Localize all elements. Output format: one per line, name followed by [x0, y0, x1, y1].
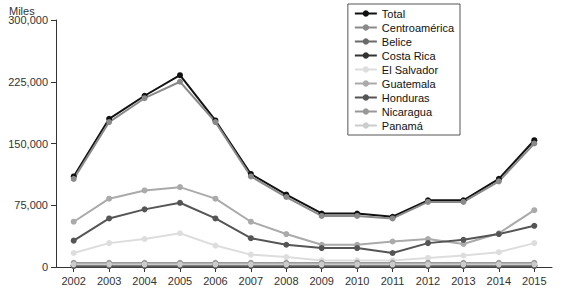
- svg-text:2011: 2011: [381, 275, 405, 287]
- svg-text:2013: 2013: [451, 275, 475, 287]
- svg-text:75,000: 75,000: [14, 199, 48, 211]
- svg-text:Honduras: Honduras: [382, 92, 430, 104]
- svg-text:2012: 2012: [416, 275, 440, 287]
- svg-text:El Salvador: El Salvador: [382, 64, 439, 76]
- svg-text:Costa Rica: Costa Rica: [382, 50, 437, 62]
- svg-text:300,000: 300,000: [8, 14, 48, 26]
- svg-text:2005: 2005: [168, 275, 192, 287]
- svg-text:2014: 2014: [487, 275, 511, 287]
- svg-text:2007: 2007: [239, 275, 263, 287]
- svg-text:2009: 2009: [309, 275, 333, 287]
- svg-text:225,000: 225,000: [8, 76, 48, 88]
- svg-text:Total: Total: [382, 8, 405, 20]
- svg-text:Guatemala: Guatemala: [382, 78, 437, 90]
- svg-text:0: 0: [42, 261, 48, 273]
- svg-text:150,000: 150,000: [8, 138, 48, 150]
- svg-text:2003: 2003: [97, 275, 121, 287]
- svg-text:2002: 2002: [61, 275, 85, 287]
- svg-text:Miles: Miles: [9, 5, 35, 17]
- svg-text:2006: 2006: [203, 275, 227, 287]
- svg-text:Panamá: Panamá: [382, 120, 424, 132]
- svg-text:2004: 2004: [132, 275, 156, 287]
- svg-text:2015: 2015: [522, 275, 546, 287]
- svg-text:2008: 2008: [274, 275, 298, 287]
- svg-text:Belice: Belice: [382, 36, 412, 48]
- svg-text:Nicaragua: Nicaragua: [382, 106, 433, 118]
- svg-text:2010: 2010: [345, 275, 369, 287]
- svg-text:Centroamérica: Centroamérica: [382, 22, 455, 34]
